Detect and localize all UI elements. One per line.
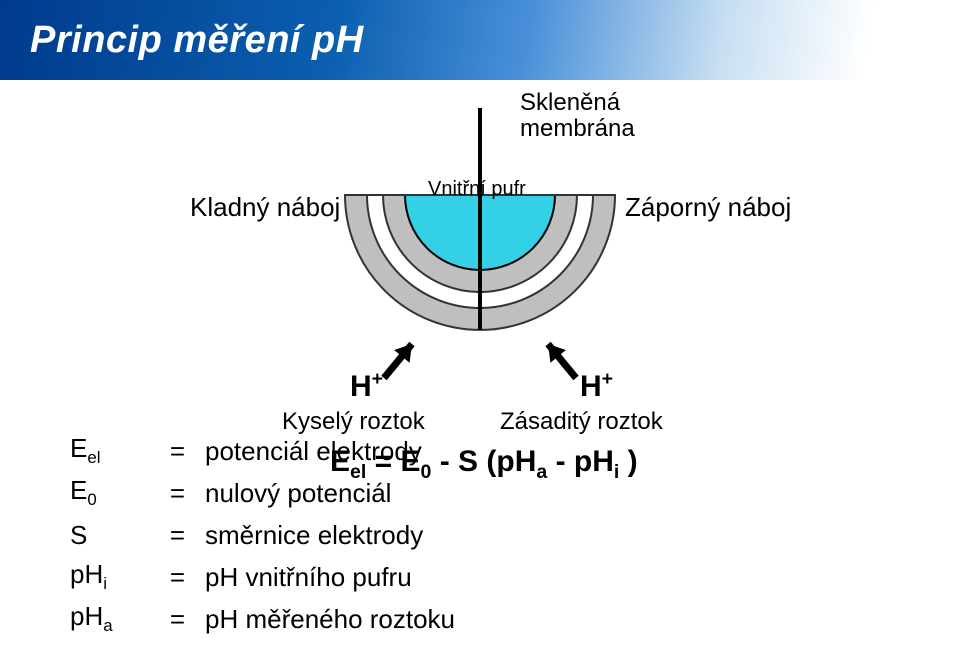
h-plus-right: H+ <box>580 368 613 404</box>
negative-charge-label: Záporný náboj <box>625 192 791 223</box>
definition-value: pH vnitřního pufru <box>205 562 412 593</box>
definition-row: pHi=pH vnitřního pufru <box>70 556 455 598</box>
definition-value: nulový potenciál <box>205 478 391 509</box>
definition-symbol: pHa <box>70 601 150 636</box>
definition-equals: = <box>150 604 205 635</box>
definition-row: E0=nulový potenciál <box>70 472 455 514</box>
electrode-diagram <box>0 0 960 420</box>
h-plus-left: H+ <box>350 368 383 404</box>
definition-equals: = <box>150 478 205 509</box>
definition-value: směrnice elektrody <box>205 520 423 551</box>
definition-equals: = <box>150 562 205 593</box>
definitions-list: Eel=potenciál elektrodyE0=nulový potenci… <box>70 430 455 640</box>
definition-value: pH měřeného roztoku <box>205 604 455 635</box>
definition-value: potenciál elektrody <box>205 436 422 467</box>
definition-symbol: Eel <box>70 433 150 468</box>
definition-row: Eel=potenciál elektrody <box>70 430 455 472</box>
definition-equals: = <box>150 436 205 467</box>
definition-row: pHa=pH měřeného roztoku <box>70 598 455 640</box>
definition-row: S=směrnice elektrody <box>70 514 455 556</box>
basic-solution-label: Zásaditý roztok <box>500 408 663 436</box>
definition-symbol: E0 <box>70 475 150 510</box>
membrane-label: Skleněná membrána <box>520 90 635 143</box>
positive-charge-label: Kladný náboj <box>190 192 340 223</box>
inner-buffer-label: Vnitřní pufr <box>428 178 526 201</box>
definition-symbol: S <box>70 520 150 551</box>
definition-equals: = <box>150 520 205 551</box>
definition-symbol: pHi <box>70 559 150 594</box>
